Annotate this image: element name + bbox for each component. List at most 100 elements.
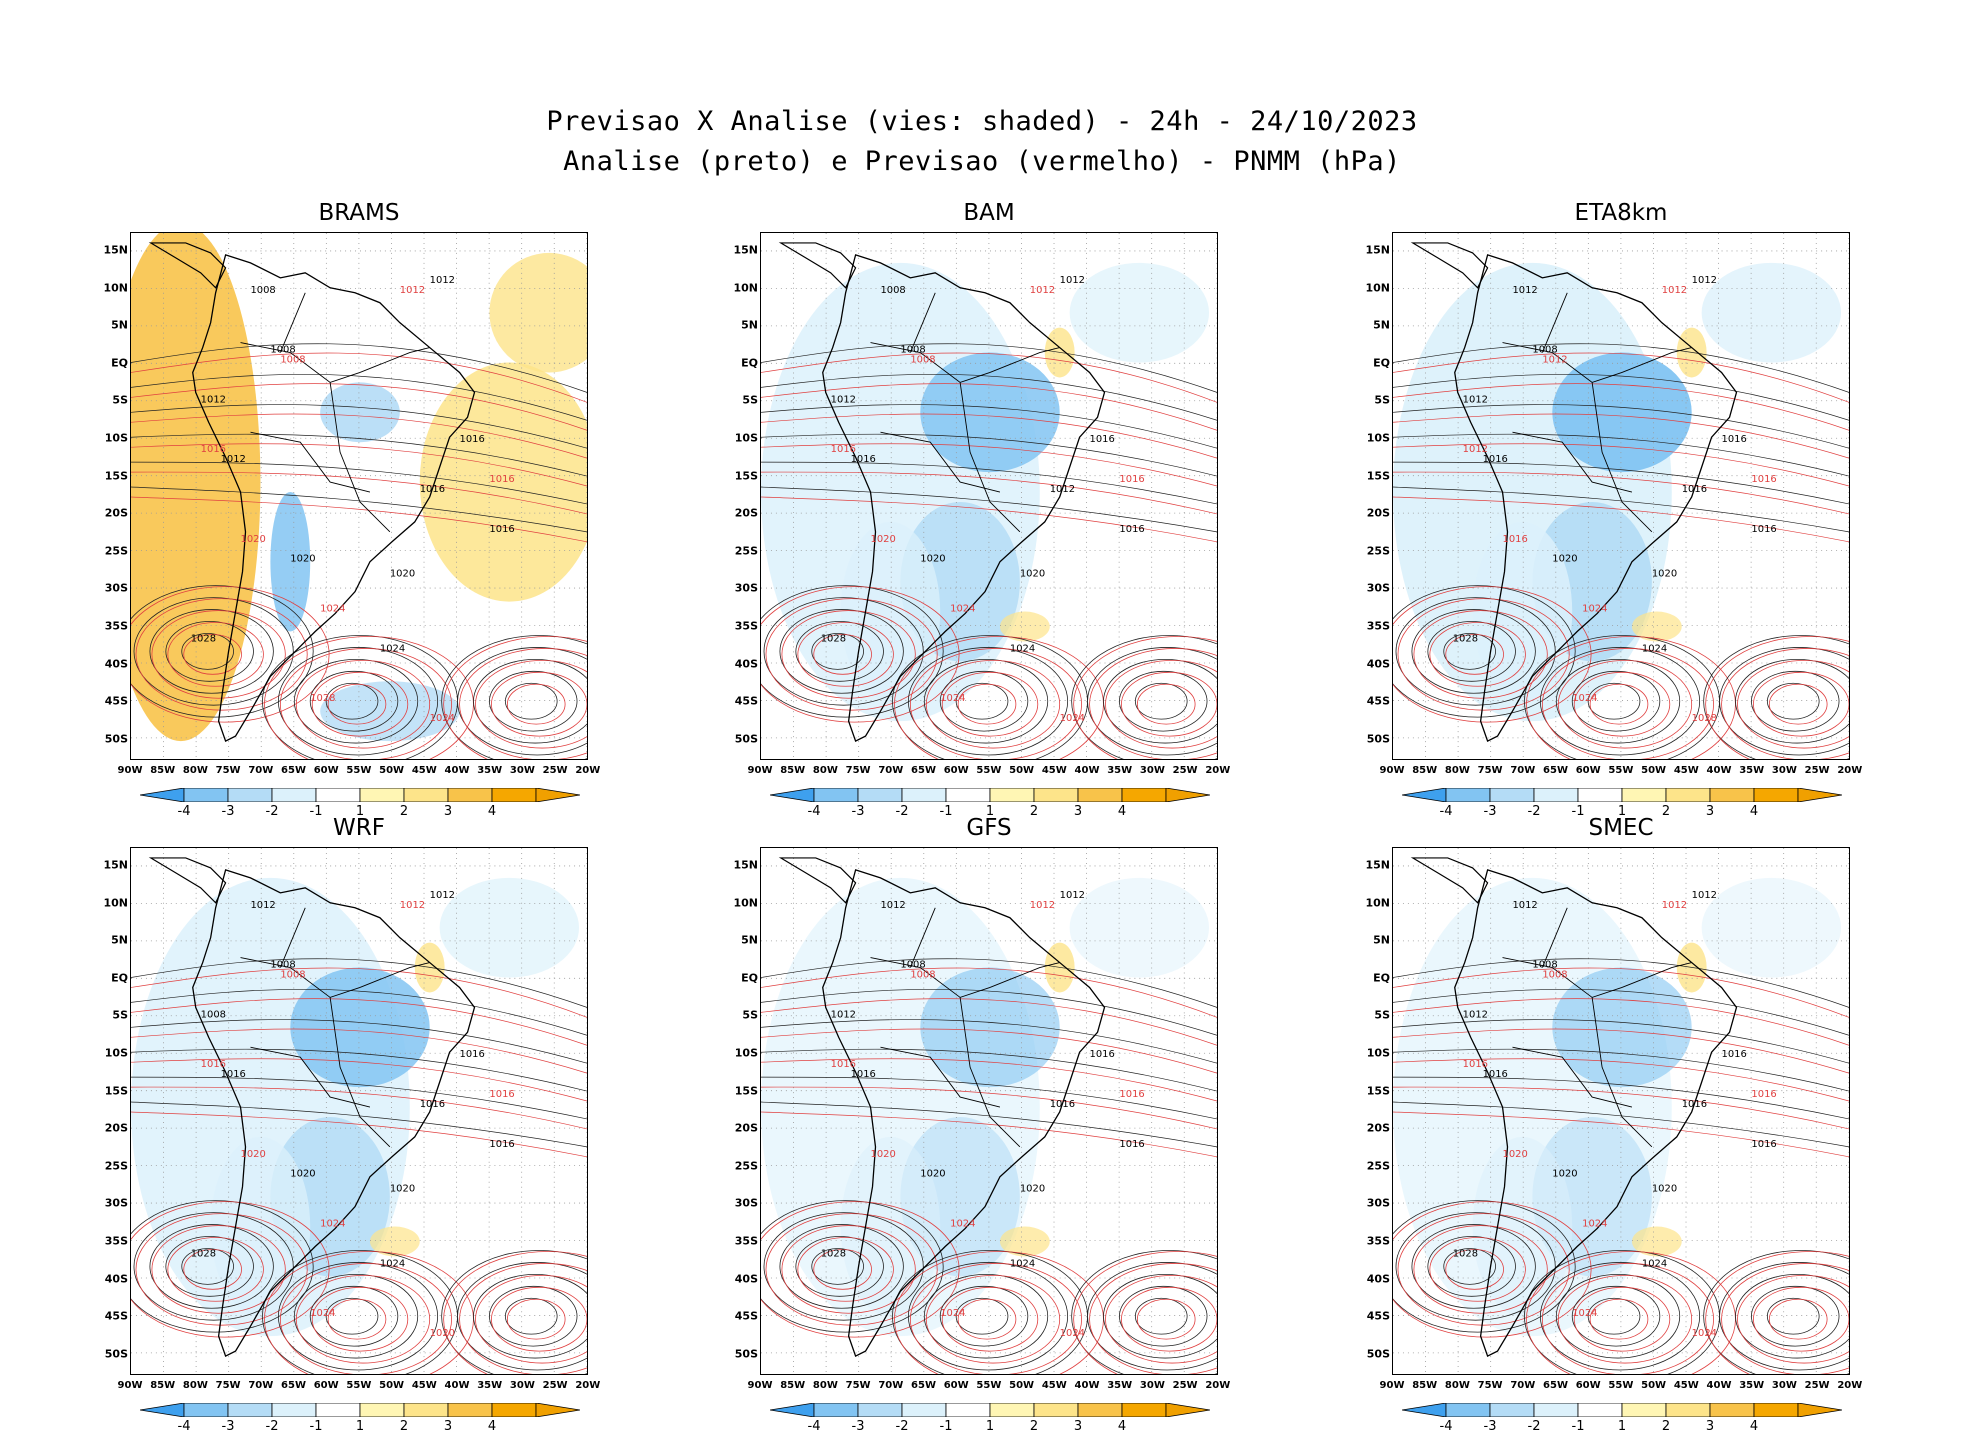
isobar-forecast: [761, 586, 960, 723]
contour-label-analysis: 1024: [1010, 1258, 1035, 1269]
isobar-forecast: [475, 659, 587, 749]
bias-cold-ne: [1701, 262, 1842, 363]
isobar-analysis: [1119, 670, 1208, 732]
lon-tick-label: 35W: [477, 765, 503, 776]
isobars: [131, 958, 587, 1374]
colorbar-tick-label: 3: [443, 804, 453, 819]
lat-tick-label: 25S: [104, 544, 128, 558]
isobar-analysis: [1766, 682, 1820, 720]
isobar-analysis: [1393, 461, 1849, 505]
isobar-analysis: [1134, 1297, 1188, 1335]
contour-label-analysis: 1028: [191, 633, 216, 644]
colorbar-swatch: [1033, 788, 1079, 802]
lon-tick-label: 65W: [1543, 1380, 1568, 1391]
isobar-forecast: [506, 1298, 566, 1340]
lon-tick-label: 85W: [780, 765, 806, 776]
colorbar-extend-right: [535, 1403, 580, 1417]
lat-tick-label: 30S: [1366, 581, 1390, 595]
isobar-forecast: [761, 1058, 1217, 1102]
colorbar-swatch: [1077, 1403, 1123, 1417]
map-frame: 1012 1008 1008 1012 1012 1016 1020 1024 1028 1016…: [130, 232, 588, 760]
lat-tick-label: 50S: [1366, 732, 1390, 746]
isobar-analysis: [473, 1273, 587, 1359]
contour-label-analysis: 1020: [1652, 569, 1677, 580]
lon-tick-label: 25W: [542, 765, 568, 776]
colorbar-tick-label: 3: [1705, 1419, 1715, 1434]
contour-label-analysis: 1024: [1642, 1258, 1667, 1269]
lat-tick-label: 5N: [741, 318, 758, 332]
contour-label-forecast: 1016: [831, 1059, 856, 1070]
lon-tick-label: 20W: [575, 1380, 601, 1391]
contour-label-analysis: 1012: [880, 900, 905, 911]
bias-cold-amazon: [290, 967, 430, 1088]
isobar-analysis: [763, 1212, 924, 1321]
lat-tick-label: 15N: [733, 858, 758, 872]
isobar-analysis: [1751, 670, 1840, 732]
lon-tick-label: 75W: [845, 1380, 871, 1391]
isobar-analysis: [939, 670, 1029, 732]
colorbar-extend-right: [1797, 1403, 1842, 1417]
lon-tick-label: 90W: [1379, 1380, 1405, 1391]
isobar-analysis: [165, 621, 254, 682]
contour-label-forecast: 1020: [1503, 1149, 1528, 1160]
contour-label-analysis: 1020: [1552, 554, 1577, 565]
contour-label-analysis: 1024: [1010, 643, 1035, 654]
colorbar-swatch: [1533, 1403, 1579, 1417]
colorbar-tick-label: -3: [1483, 804, 1497, 819]
isobar-analysis: [1393, 1019, 1849, 1064]
isobar-analysis: [131, 1200, 314, 1333]
isobar-analysis: [761, 1019, 1217, 1064]
colorbar-extend-right: [1165, 788, 1210, 802]
country-border: [909, 907, 936, 968]
country-border: [1541, 907, 1568, 968]
contour-label-forecast: 1016: [1751, 1089, 1776, 1100]
isobar-analysis: [811, 1248, 864, 1285]
lon-tick-label: 55W: [346, 1380, 372, 1391]
isobar-analysis: [923, 658, 1049, 744]
isobar-forecast: [1393, 1058, 1849, 1102]
colorbar-swatch: [1489, 788, 1535, 802]
lon-tick-label: 40W: [1074, 765, 1100, 776]
colorbar-tick-label: -4: [1439, 804, 1453, 819]
contour-label-forecast: 1024: [310, 1308, 335, 1319]
lat-tick-label: 10N: [103, 896, 128, 910]
colorbar-swatch: [1709, 1403, 1755, 1417]
contour-label-analysis: 1012: [1692, 275, 1717, 286]
colorbar-swatch: [1709, 788, 1755, 802]
isobar-forecast: [311, 671, 409, 737]
isobar-forecast: [1557, 659, 1693, 749]
contour-label-analysis: 1008: [250, 285, 275, 296]
contour-label-analysis: 1020: [1020, 569, 1045, 580]
isobar-forecast: [1393, 1028, 1849, 1074]
lon-tick-label: 85W: [150, 1380, 176, 1391]
lon-tick-label: 45W: [1673, 765, 1699, 776]
isobar-forecast: [1768, 683, 1828, 725]
colorbar-tick-label: -4: [1439, 1419, 1453, 1434]
lat-tick-label: EQ: [741, 971, 758, 985]
isobar-analysis: [1393, 1101, 1849, 1148]
colorbar-tick-label: -4: [807, 804, 821, 819]
lon-tick-label: 60W: [313, 765, 339, 776]
isobar-forecast: [491, 671, 587, 737]
lat-tick-label: 5S: [1374, 393, 1390, 407]
lon-tick-label: 55W: [1608, 1380, 1634, 1391]
bias-cold-ne: [1069, 877, 1210, 978]
colorbar-swatch: [447, 788, 493, 802]
bias-cold-ne: [1069, 262, 1210, 363]
isobar-forecast: [131, 1111, 587, 1158]
contour-label-forecast: 1008: [280, 355, 305, 366]
colorbar-tick-label: 4: [1749, 804, 1759, 819]
contour-label-forecast: 1024: [940, 693, 965, 704]
map-svg: 1012101210081012101610161020102410281016…: [1393, 848, 1849, 1374]
isobar-analysis: [1703, 1250, 1849, 1374]
colorbar-swatch: [901, 788, 947, 802]
lon-tick-label: 55W: [346, 765, 372, 776]
isobar-forecast: [1393, 352, 1849, 403]
map-svg: 1012101210081012101610161020102410281016…: [761, 848, 1217, 1374]
isobars: [131, 343, 587, 759]
colorbar-tick-label: 4: [1117, 804, 1127, 819]
isobar-forecast: [183, 634, 242, 675]
contour-label-forecast: 1024: [1572, 693, 1597, 704]
colorbar-swatch: [1033, 1403, 1079, 1417]
isobar-forecast: [1413, 610, 1548, 699]
